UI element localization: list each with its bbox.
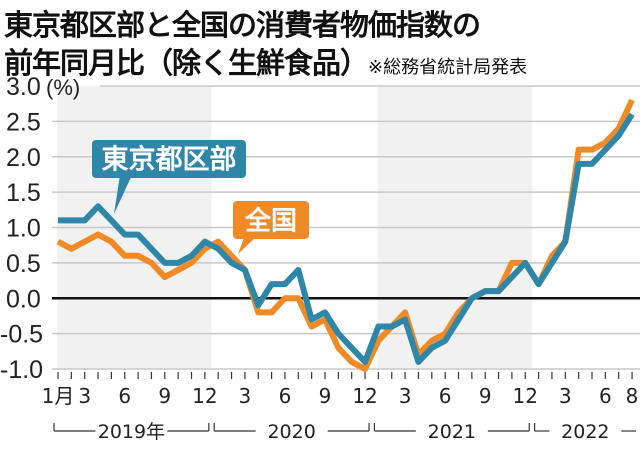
x-tick-label: 6 (439, 384, 452, 408)
y-tick-label: 2.0 (6, 144, 41, 172)
y-tick-label: 0.5 (6, 250, 41, 278)
x-tick-label: 3 (559, 384, 572, 408)
y-tick-label: 2.5 (6, 108, 41, 136)
series-line-tokyo (58, 112, 635, 365)
chart-title-line2: 前年同月比（除く生鮮食品）※総務省統計局発表 (4, 40, 527, 82)
tokyo-callout-label: 東京都区部 (102, 144, 237, 176)
national-callout-label: 全国 (244, 205, 297, 236)
x-tick-label: 9 (158, 384, 171, 408)
x-tick-label: 6 (279, 384, 292, 408)
year-label: 2021 (428, 421, 476, 443)
x-tick-label: 1月 (42, 384, 75, 408)
tokyo-callout-pointer (114, 175, 132, 214)
y-tick-label: -0.5 (0, 321, 43, 349)
x-tick-label: 9 (319, 384, 332, 408)
x-tick-label: 12 (352, 384, 377, 408)
national-callout-pointer (238, 235, 258, 254)
year-label: 2020 (267, 421, 315, 443)
x-tick-label: 6 (599, 384, 612, 408)
x-tick-label: 6 (118, 384, 131, 408)
chart-title-main: 前年同月比（除く生鮮食品） (4, 46, 369, 80)
y-unit-label: (%) (46, 75, 80, 100)
tokyo-callout-box (92, 140, 246, 178)
y-tick-label: 1.0 (6, 215, 41, 243)
y-tick-label: 0.0 (6, 285, 41, 313)
x-tick-label: 3 (399, 384, 412, 408)
y-tick-label: 1.5 (6, 179, 41, 207)
x-tick-label: 8 (626, 384, 639, 408)
chart-title-line1: 東京都区部と全国の消費者物価指数の (4, 8, 481, 42)
national-callout-box (233, 201, 309, 239)
x-tick-label: 12 (513, 384, 538, 408)
year-label: 2022 (561, 421, 609, 443)
source-note: ※総務省統計局発表 (368, 57, 528, 78)
y-tick-label: -1.0 (0, 356, 43, 384)
year-label: 2019年 (98, 421, 165, 443)
x-tick-label: 3 (78, 384, 91, 408)
x-tick-label: 12 (192, 384, 217, 408)
x-tick-label: 9 (479, 384, 492, 408)
x-tick-label: 3 (239, 384, 252, 408)
y-tick-label: 3.0 (6, 73, 41, 101)
